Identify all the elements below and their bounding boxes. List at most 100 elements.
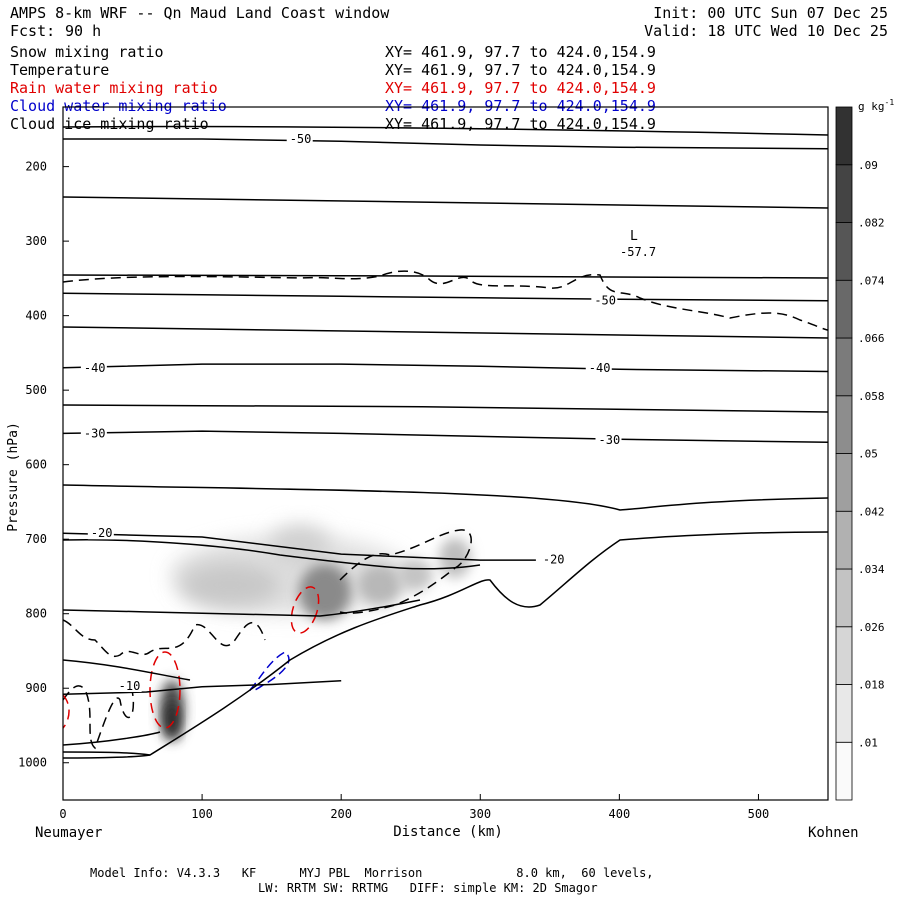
temperature-label: -50 xyxy=(594,294,616,308)
x-tick-label: 300 xyxy=(469,807,491,821)
colorbar-bin xyxy=(835,453,853,512)
valid-time: Valid: 18 UTC Wed 10 Dec 25 xyxy=(644,22,888,40)
colorbar-tick-label: .01 xyxy=(858,736,878,749)
y-tick-label: 400 xyxy=(25,309,47,323)
temperature-line-4 xyxy=(63,430,828,444)
colorbar-unit-text: g kg xyxy=(858,100,885,113)
y-tick-label: 700 xyxy=(25,532,47,546)
colorbar-bin xyxy=(835,279,853,339)
colorbar: .01 .018 .026 .034 .042 .05 .058 .066 .074 .082 .0… xyxy=(835,106,885,801)
x-axis-label: Distance (km) xyxy=(393,824,503,840)
colorbar-unit: g kg-1 xyxy=(858,98,894,113)
colorbar-tick-label: .026 xyxy=(858,621,885,634)
y-axis-label: Pressure (hPa) xyxy=(6,422,21,532)
colorbar-tick-label: .018 xyxy=(858,679,885,692)
low-marker-letter: L xyxy=(630,229,638,244)
temperature-line-2 xyxy=(63,363,828,373)
y-tick-label: 200 xyxy=(25,160,47,174)
y-tick-label: 900 xyxy=(25,681,47,695)
temperature-label: -40 xyxy=(84,361,106,375)
model-physics: LW: RRTM SW: RRTMG DIFF: simple KM: 2D S… xyxy=(258,881,598,895)
x-tick-label: 0 xyxy=(59,807,66,821)
temperature-label-bg xyxy=(115,677,142,692)
colorbar-bin xyxy=(835,741,853,801)
colorbar-bin xyxy=(835,626,853,685)
plot-frame xyxy=(62,106,829,801)
legend-label-temperature: Temperature xyxy=(10,61,110,79)
colorbar-tick-label: .058 xyxy=(858,390,885,403)
low-marker-value: -57.7 xyxy=(620,245,656,259)
rain-contours xyxy=(63,586,320,729)
legend-label-cloud-ice: Cloud ice mixing ratio xyxy=(10,115,209,133)
temperature-line-1 xyxy=(63,292,828,302)
temperature-line-6 xyxy=(63,532,536,561)
x-right-label: Kohnen xyxy=(808,825,859,841)
temperature-label-bg xyxy=(87,525,114,540)
y-axis: 200 300 400 500 600 700 800 900 1000 xyxy=(18,160,69,770)
colorbar-tick-label: .034 xyxy=(858,563,885,576)
colorbar-tick-label: .05 xyxy=(858,448,878,461)
x-tick-label: 100 xyxy=(191,807,213,821)
colorbar-bin xyxy=(835,222,853,281)
terrain-outline xyxy=(62,531,829,759)
temperature-label: -30 xyxy=(599,433,621,447)
temperature-extra-contours xyxy=(63,125,828,746)
colorbar-tick-label: .066 xyxy=(858,332,885,345)
x-tick-label: 200 xyxy=(330,807,352,821)
temperature-labels: -50 -50 -40 -40 -30 -30 -20 -20 -10 xyxy=(80,131,622,693)
temperature-label-bg xyxy=(80,359,107,374)
temperature-label-bg xyxy=(595,432,622,447)
y-tick-label: 300 xyxy=(25,234,47,248)
legend-coords-cloud-water: XY= 461.9, 97.7 to 424.0,154.9 xyxy=(385,97,656,115)
colorbar-bin xyxy=(835,510,853,570)
colorbar-bin xyxy=(835,568,853,628)
colorbar-bin xyxy=(835,337,853,397)
colorbar-tick-label: .042 xyxy=(858,505,885,518)
colorbar-tick-label: .082 xyxy=(858,217,885,230)
x-axis: 0 100 200 300 400 500 xyxy=(59,794,769,821)
legend-label-snow: Snow mixing ratio xyxy=(10,43,164,61)
cloud-water-contours xyxy=(249,651,290,692)
temperature-label: -10 xyxy=(119,679,141,693)
legend-coords-rain: XY= 461.9, 97.7 to 424.0,154.9 xyxy=(385,79,656,97)
colorbar-bin xyxy=(835,164,853,223)
y-tick-label: 500 xyxy=(25,383,47,397)
init-time: Init: 00 UTC Sun 07 Dec 25 xyxy=(653,4,888,22)
legend-coords-temperature: XY= 461.9, 97.7 to 424.0,154.9 xyxy=(385,61,656,79)
legend-label-cloud-water: Cloud water mixing ratio xyxy=(10,97,227,115)
forecast-label: Fcst: xyxy=(10,22,56,40)
temperature-label: -50 xyxy=(290,132,312,146)
colorbar-bin xyxy=(835,684,853,743)
y-tick-label: 600 xyxy=(25,458,47,472)
x-left-label: Neumayer xyxy=(35,825,102,841)
colorbar-unit-exp: -1 xyxy=(885,98,895,107)
y-tick-label: 1000 xyxy=(18,756,47,770)
model-info: Model Info: V4.3.3 KF MYJ PBL Morrison 8… xyxy=(90,866,654,880)
temperature-label-bg xyxy=(286,131,313,146)
temperature-label-bg xyxy=(80,425,107,440)
ice-contours xyxy=(63,270,828,750)
temperature-label: -30 xyxy=(84,426,106,440)
colorbar-tick-label: .09 xyxy=(858,159,878,172)
colorbar-tick-label: .074 xyxy=(858,274,885,287)
chart-title: AMPS 8-km WRF -- Qn Maud Land Coast wind… xyxy=(10,4,390,22)
temperature-label-bg xyxy=(539,551,566,566)
temperature-line-0 xyxy=(63,138,828,150)
colorbar-bin xyxy=(835,395,853,454)
colorbar-bin xyxy=(835,106,853,166)
temperature-line-8 xyxy=(63,680,342,695)
temperature-label-bg xyxy=(585,359,612,374)
temperature-label: -20 xyxy=(543,552,565,566)
forecast-hour: 90 h xyxy=(65,22,102,40)
temperature-label: -40 xyxy=(589,361,611,375)
legend-coords-snow: XY= 461.9, 97.7 to 424.0,154.9 xyxy=(385,43,656,61)
x-tick-label: 400 xyxy=(609,807,631,821)
legend-label-rain: Rain water mixing ratio xyxy=(10,79,218,97)
temperature-label-bg xyxy=(591,292,618,307)
y-tick-label: 800 xyxy=(25,607,47,621)
snow-shading xyxy=(160,525,471,740)
temperature-label: -20 xyxy=(91,526,113,540)
temperature-contours xyxy=(63,138,828,695)
x-tick-label: 500 xyxy=(748,807,770,821)
